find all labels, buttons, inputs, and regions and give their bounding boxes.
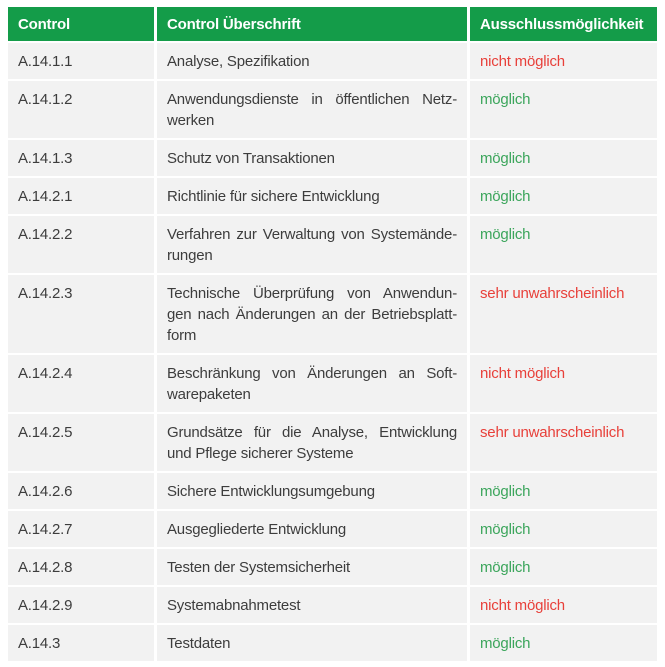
control-cell: A.14.2.6 (8, 473, 154, 509)
title-cell: Systemabnahmetest (157, 587, 467, 623)
title-line: Sichere Entwicklungsumgebung (167, 483, 375, 500)
table-row: A.14.1.2 Anwendungsdienste in öffentliche… (8, 81, 657, 138)
title-line: Analyse, Spezifikation (167, 53, 310, 70)
title-line: Ausgegliederte Entwicklung (167, 521, 347, 538)
iso-controls-table: Control Control Überschrift Ausschlussmö… (5, 5, 660, 663)
title-cell: Grundsätze für die Analyse, Entwicklung u… (157, 414, 467, 471)
title-line: gen nach Änderungen an der Betriebsplatt… (167, 306, 457, 323)
status-cell: möglich (470, 178, 657, 214)
title-line: rungen (167, 247, 213, 264)
control-cell: A.14.2.1 (8, 178, 154, 214)
table-row: A.14.1.1 Analyse, Spezifikation nicht mögl… (8, 43, 657, 79)
title-cell: Analyse, Spezifikation (157, 43, 467, 79)
status-cell: nicht möglich (470, 587, 657, 623)
table-row: A.14.1.3 Schutz von Transaktionen möglich (8, 140, 657, 176)
column-header-title: Control Überschrift (157, 7, 467, 41)
status-cell: möglich (470, 549, 657, 585)
status-cell: nicht möglich (470, 43, 657, 79)
control-cell: A.14.2.2 (8, 216, 154, 273)
control-cell: A.14.2.9 (8, 587, 154, 623)
title-cell: Beschränkung von Änderungen an Soft-ware… (157, 355, 467, 412)
table-row: A.14.2.7 Ausgegliederte Entwicklung möglic… (8, 511, 657, 547)
title-cell: Richtlinie für sichere Entwicklung (157, 178, 467, 214)
status-cell: möglich (470, 216, 657, 273)
column-header-exclusion: Ausschlussmöglichkeit (470, 7, 657, 41)
title-cell: Anwendungsdienste in öffentlichen Netz-w… (157, 81, 467, 138)
table-row: A.14.2.1 Richtlinie für sichere Entwicklu… (8, 178, 657, 214)
title-line: Systemabnahmetest (167, 597, 301, 614)
table-row: A.14.2.2 Verfahren zur Verwaltung von Sys… (8, 216, 657, 273)
title-line: form (167, 327, 197, 344)
column-header-control: Control (8, 7, 154, 41)
title-cell: Sichere Entwicklungsumgebung (157, 473, 467, 509)
control-cell: A.14.2.8 (8, 549, 154, 585)
status-cell: möglich (470, 625, 657, 661)
status-cell: möglich (470, 473, 657, 509)
title-line: Technische Überprüfung von Anwendun- (167, 285, 457, 302)
control-cell: A.14.2.7 (8, 511, 154, 547)
table-row: A.14.2.3 Technische Überprüfung von Anwen… (8, 275, 657, 353)
title-line: warepaketen (167, 386, 251, 403)
status-cell: möglich (470, 140, 657, 176)
status-cell: nicht möglich (470, 355, 657, 412)
title-cell: Verfahren zur Verwaltung von Systemände-… (157, 216, 467, 273)
title-line: Testdaten (167, 635, 231, 652)
control-cell: A.14.1.1 (8, 43, 154, 79)
control-cell: A.14.2.3 (8, 275, 154, 353)
table-row: A.14.2.9 Systemabnahmetest nicht möglich (8, 587, 657, 623)
table-row: A.14.3 Testdaten möglich (8, 625, 657, 661)
title-line: Richtlinie für sichere Entwicklung (167, 188, 380, 205)
title-line: Beschränkung von Änderungen an Soft- (167, 365, 457, 382)
title-cell: Ausgegliederte Entwicklung (157, 511, 467, 547)
control-cell: A.14.3 (8, 625, 154, 661)
title-line: Testen der Systemsicherheit (167, 559, 351, 576)
table-row: A.14.2.4 Beschränkung von Änderungen an S… (8, 355, 657, 412)
control-cell: A.14.1.3 (8, 140, 154, 176)
title-line: werken (167, 112, 215, 129)
table-header-row: Control Control Überschrift Ausschlussmö… (8, 7, 657, 41)
title-cell: Testdaten (157, 625, 467, 661)
control-cell: A.14.2.4 (8, 355, 154, 412)
control-cell: A.14.2.5 (8, 414, 154, 471)
title-cell: Testen der Systemsicherheit (157, 549, 467, 585)
title-cell: Schutz von Transaktionen (157, 140, 467, 176)
status-cell: möglich (470, 81, 657, 138)
status-cell: sehr unwahrscheinlich (470, 414, 657, 471)
status-cell: möglich (470, 511, 657, 547)
control-cell: A.14.1.2 (8, 81, 154, 138)
title-line: Grundsätze für die Analyse, Entwicklung (167, 424, 457, 441)
title-line: Anwendungsdienste in öffentlichen Netz- (167, 91, 457, 108)
status-cell: sehr unwahrscheinlich (470, 275, 657, 353)
title-cell: Technische Überprüfung von Anwendun-gen … (157, 275, 467, 353)
title-line: Schutz von Transaktionen (167, 150, 335, 167)
table-row: A.14.2.6 Sichere Entwicklungsumgebung mögl… (8, 473, 657, 509)
table-row: A.14.2.8 Testen der Systemsicherheit mögli… (8, 549, 657, 585)
table-body: A.14.1.1 Analyse, Spezifikation nicht mögl… (8, 43, 657, 661)
title-line: und Pflege sicherer Systeme (167, 445, 354, 462)
title-line: Verfahren zur Verwaltung von Systemände- (167, 226, 457, 243)
table-row: A.14.2.5 Grundsätze für die Analyse, Entw… (8, 414, 657, 471)
